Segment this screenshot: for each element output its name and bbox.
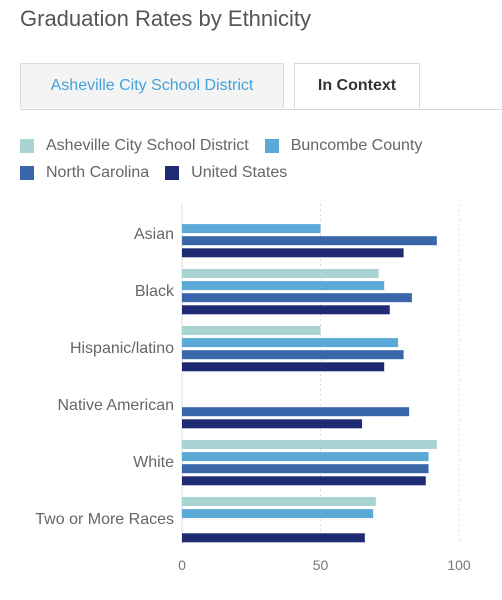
legend-label: North Carolina bbox=[46, 163, 150, 181]
bar[interactable] bbox=[182, 440, 437, 449]
bar[interactable] bbox=[182, 269, 379, 278]
category-label: White bbox=[133, 454, 174, 471]
bar[interactable] bbox=[182, 407, 410, 417]
bar[interactable] bbox=[182, 362, 385, 372]
bar[interactable] bbox=[182, 293, 412, 303]
legend-swatch bbox=[20, 138, 34, 153]
x-tick-label: 50 bbox=[313, 557, 329, 573]
legend-item-united-states[interactable]: United States bbox=[165, 162, 287, 183]
bar-chart: 0 50 100 Asian Black Hispanic/latino Native Am… bbox=[35, 204, 471, 573]
tab-in-context[interactable]: In Context bbox=[294, 63, 420, 109]
bar[interactable] bbox=[182, 509, 374, 519]
legend-item-buncombe[interactable]: Buncombe County bbox=[264, 135, 423, 156]
category-label: Two or More Races bbox=[35, 511, 174, 528]
legend-swatch bbox=[165, 165, 180, 180]
category-label: Black bbox=[135, 283, 175, 300]
category-label: Hispanic/latino bbox=[70, 340, 174, 357]
bar[interactable] bbox=[182, 533, 365, 543]
bar[interactable] bbox=[182, 236, 437, 246]
tab-bar: Asheville City School District In Contex… bbox=[20, 63, 502, 110]
legend-label: Asheville City School District bbox=[46, 136, 249, 154]
page-title: Graduation Rates by Ethnicity bbox=[20, 6, 312, 31]
category-label: Native American bbox=[58, 397, 175, 414]
chart-legend: Asheville City School District Buncombe … bbox=[20, 135, 490, 183]
bar[interactable] bbox=[182, 338, 399, 348]
bar[interactable] bbox=[182, 305, 390, 315]
category-label: Asian bbox=[134, 226, 174, 243]
legend-label: United States bbox=[191, 163, 288, 181]
bar[interactable] bbox=[182, 476, 426, 486]
bar[interactable] bbox=[182, 224, 321, 234]
legend-swatch bbox=[20, 165, 34, 180]
legend-item-asheville[interactable]: Asheville City School District bbox=[20, 135, 249, 156]
legend-swatch bbox=[264, 138, 279, 153]
x-tick-label: 100 bbox=[447, 557, 471, 573]
bar[interactable] bbox=[182, 497, 376, 506]
tab-asheville-city-school-district[interactable]: Asheville City School District bbox=[20, 63, 284, 108]
legend-label: Buncombe County bbox=[290, 136, 423, 154]
bar[interactable] bbox=[182, 452, 429, 462]
bar[interactable] bbox=[182, 281, 385, 291]
bar[interactable] bbox=[182, 464, 429, 474]
x-tick-label: 0 bbox=[178, 557, 186, 573]
bar[interactable] bbox=[182, 326, 321, 335]
legend-item-north-carolina[interactable]: North Carolina bbox=[20, 162, 149, 183]
bar[interactable] bbox=[182, 248, 404, 258]
bar[interactable] bbox=[182, 350, 404, 360]
bar[interactable] bbox=[182, 419, 363, 429]
